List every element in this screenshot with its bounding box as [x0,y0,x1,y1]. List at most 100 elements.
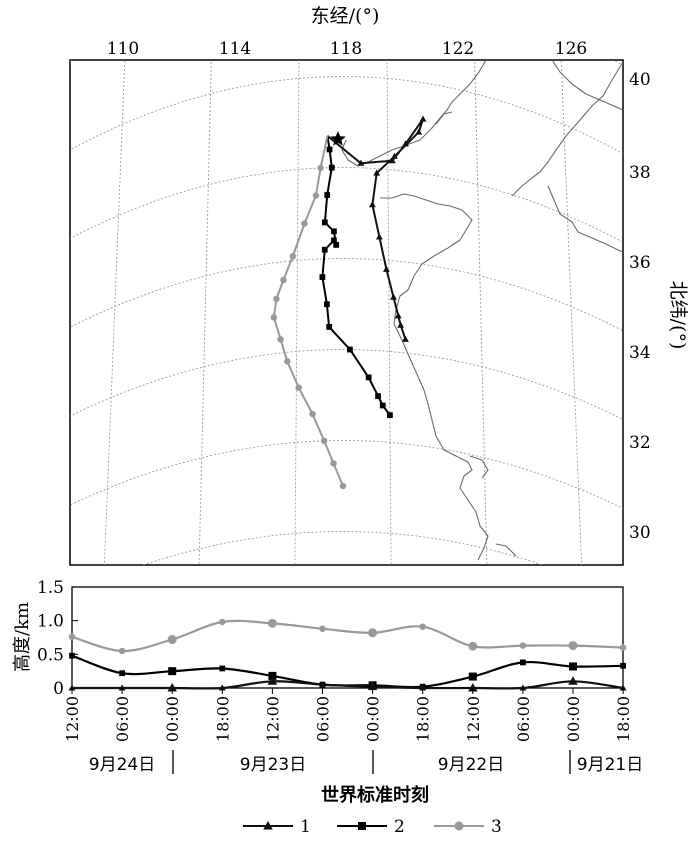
map-x-tick-label: 114 [219,39,251,59]
map-y-tick-label: 40 [629,70,651,90]
trajectory-point-2 [328,164,335,171]
trajectory-point-3 [317,164,324,172]
height-x-tick-label: 12:00 [263,696,282,742]
height-point-2 [268,671,277,680]
height-line-1 [71,680,624,690]
height-point-3 [419,623,426,630]
meridian-line [647,80,683,717]
map-frame [69,59,624,566]
height-point-2 [168,667,177,676]
height-x-ticks: 12:00 06:00 00:00 18:00 12:00 06:00 00:00 18:00… [63,688,633,742]
trajectory-point-3 [277,336,284,343]
height-point-1 [118,684,126,691]
height-point-2 [69,652,75,659]
map-x-axis-title: 东经/(°) [311,5,380,27]
trajectory-point-3 [320,437,328,445]
trajectory-point-1 [373,169,381,176]
height-point-1 [519,684,527,691]
trajectory-point-1 [397,321,405,328]
legend-label: 1 [300,817,311,837]
height-point-3 [368,628,378,638]
height-point-1 [367,681,378,691]
trajectory-point-1 [394,312,402,319]
trajectory-point-3 [289,253,297,260]
height-point-2 [219,665,226,672]
trajectory-point-2 [321,219,328,226]
day-label: 9月21日 [577,755,643,775]
height-line-2 [71,654,624,689]
map-y-tick-label: 32 [629,433,651,453]
trajectory-point-1 [390,293,397,300]
day-label: 9月22日 [438,755,504,775]
height-y-ticks: 1.5 1.0 0.5 0 [37,578,78,699]
height-point-1 [218,684,226,691]
height-series-markers [68,618,627,692]
height-x-tick-label: 00:00 [364,696,383,742]
trajectory-point-2 [331,228,337,235]
map-y-ticks: 40 38 36 34 32 30 [617,70,651,543]
height-x-tick-label: 18:00 [414,696,433,742]
map-y-tick-label: 34 [629,343,651,363]
height-point-3 [167,635,177,645]
map-y-tick-label: 38 [629,163,651,183]
trajectory-markers [270,115,427,490]
height-y-tick-label: 1.0 [37,612,64,632]
trajectory-point-3 [273,295,280,303]
trajectory-point-1 [357,159,365,166]
trajectory-point-2 [326,324,333,330]
trajectory-point-1 [402,335,409,342]
height-point-1 [419,684,427,691]
height-point-1 [68,684,76,691]
source-star-icon [330,131,346,146]
height-x-tick-label: 18:00 [614,696,633,742]
height-point-1 [568,676,578,685]
trajectory-point-3 [339,482,347,490]
trajectory-point-2 [331,237,337,244]
height-point-1 [468,683,478,692]
height-point-1 [267,676,278,685]
height-point-3 [319,625,326,632]
trajectory-point-2 [365,374,372,381]
trajectory-point-3 [330,460,337,467]
height-point-3 [267,618,277,628]
day-labels: 9月24日 9月23日 9月22日 9月21日 [89,750,643,775]
map-x-tick-label: 126 [555,39,587,59]
height-y-tick-label: 0 [53,679,64,699]
parallel-line [70,76,623,155]
height-y-tick-label: 0.5 [37,645,64,665]
height-point-2 [520,659,526,666]
trajectory-point-1 [415,128,423,135]
trajectory-point-2 [375,393,381,399]
trajectory-point-1 [388,157,396,164]
height-point-2 [620,662,626,669]
trajectory-point-2 [379,402,386,409]
height-y-axis-title: 高度/km [12,602,33,672]
height-point-1 [167,683,177,692]
map-y-tick-label: 36 [629,253,651,273]
height-y-tick-label: 1.5 [37,578,64,598]
map-graticule [70,60,683,717]
trajectory-point-2 [319,274,326,280]
height-x-tick-label: 00:00 [564,696,583,742]
height-point-3 [468,641,478,651]
trajectory-point-2 [347,346,353,353]
height-point-2 [569,662,577,671]
parallel-line [70,167,623,243]
height-x-tick-label: 12:00 [464,696,483,742]
coastline [341,60,623,561]
trajectory-point-1 [391,152,398,159]
trajectory-point-3 [309,410,316,418]
trajectory-point-1 [402,140,409,147]
height-line-3 [71,619,624,653]
map-x-tick-label: 110 [107,39,139,59]
legend-label: 2 [394,817,405,837]
map-y-axis-title: 北纬/(°) [667,281,689,350]
height-point-2 [468,672,477,681]
height-x-tick-label: 06:00 [113,696,132,742]
trajectory-point-2 [324,301,330,308]
map-x-tick-label: 118 [330,39,362,59]
legend-marker-1 [263,821,273,830]
height-x-tick-label: 06:00 [314,696,333,742]
legend-label: 3 [491,817,502,837]
height-point-1 [619,684,627,691]
